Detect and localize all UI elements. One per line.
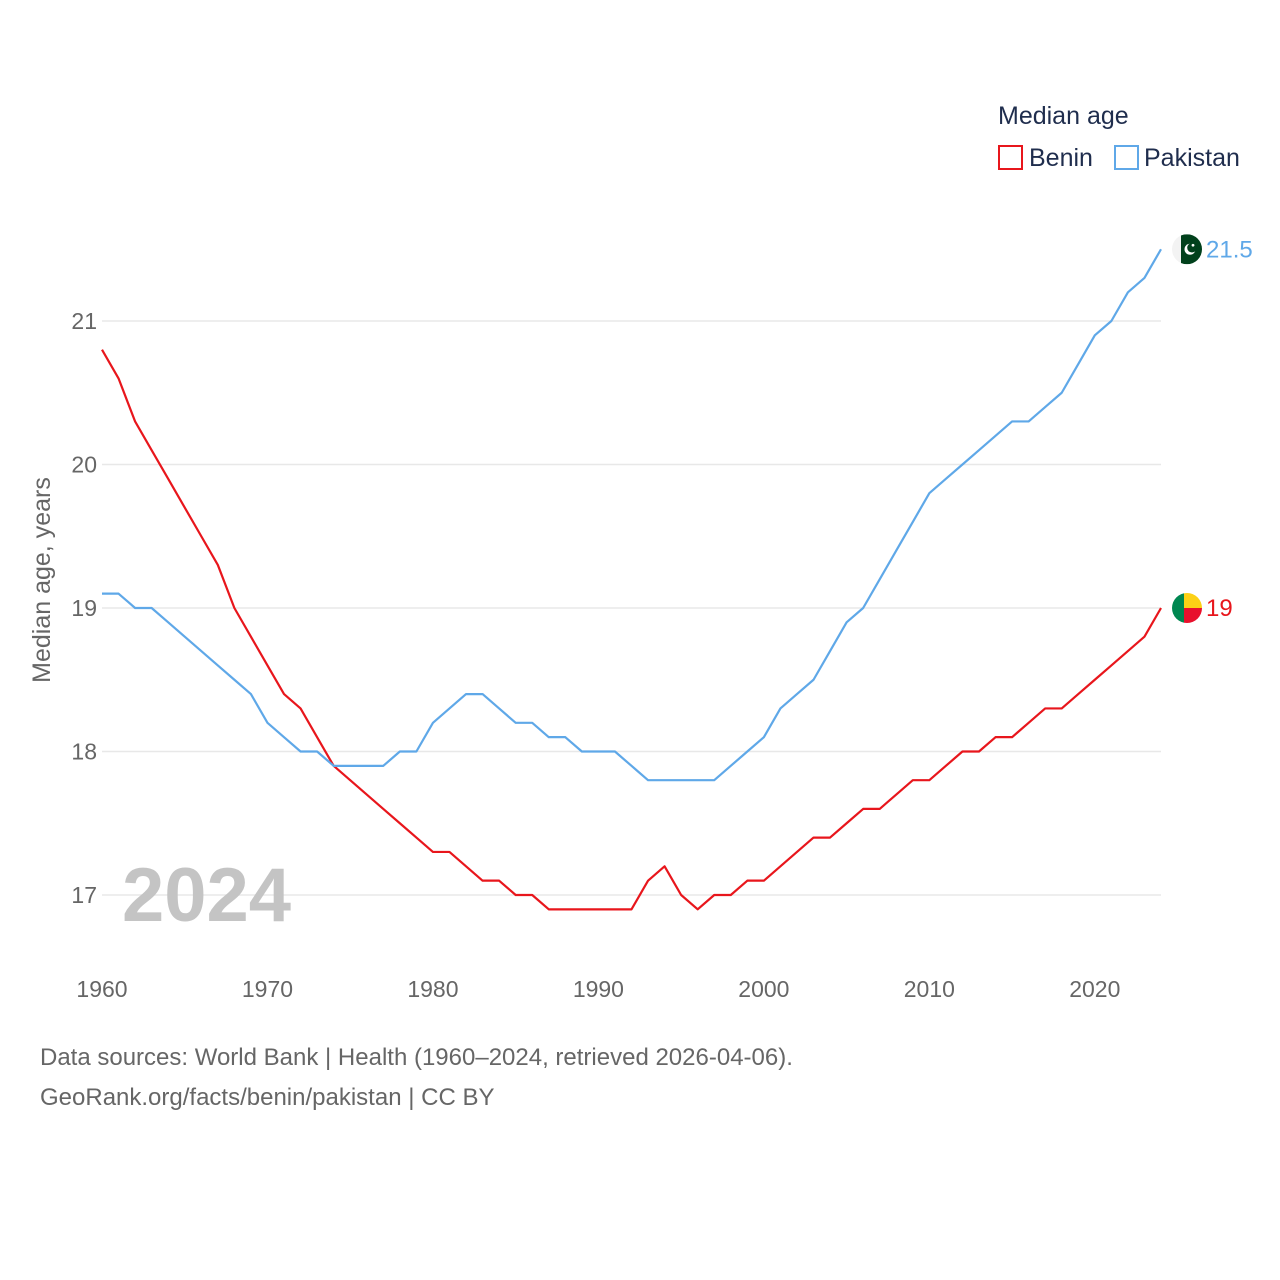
- legend: Median age Benin Pakistan: [998, 102, 1240, 172]
- y-tick-label: 17: [71, 882, 97, 908]
- legend-title: Median age: [998, 102, 1129, 130]
- data-sources-note: Data sources: World Bank | Health (1960–…: [40, 1044, 793, 1071]
- y-tick-label: 20: [71, 452, 97, 478]
- year-watermark: 2024: [122, 853, 291, 938]
- x-tick-label: 1990: [573, 976, 624, 1002]
- y-axis-ticks: 17 18 19 20 21: [71, 308, 97, 908]
- x-tick-label: 1970: [242, 976, 293, 1002]
- attribution-link[interactable]: GeoRank.org/facts/benin/pakistan | CC BY: [40, 1084, 495, 1111]
- end-label-benin: 19: [1206, 595, 1233, 622]
- series-line-pakistan[interactable]: [102, 248, 1162, 782]
- x-axis-ticks: 1960 1970 1980 1990 2000 2010 2020: [76, 976, 1120, 1002]
- legend-swatch-pakistan[interactable]: [1114, 145, 1139, 170]
- legend-swatch-benin[interactable]: [998, 145, 1023, 170]
- x-tick-label: 2000: [738, 976, 789, 1002]
- y-tick-label: 18: [71, 739, 97, 765]
- flag-pakistan-icon: [1172, 234, 1202, 265]
- series-end-markers: 19 21.5: [1172, 234, 1253, 623]
- x-tick-label: 1980: [407, 976, 458, 1002]
- series-line-benin[interactable]: [101, 349, 1162, 911]
- end-label-pakistan: 21.5: [1206, 236, 1253, 263]
- x-tick-label: 2010: [904, 976, 955, 1002]
- series-lines: [101, 248, 1162, 911]
- y-tick-label: 19: [71, 595, 97, 621]
- x-tick-label: 1960: [76, 976, 127, 1002]
- legend-label-benin[interactable]: Benin: [1029, 144, 1093, 172]
- grid-lines: [102, 320, 1161, 896]
- y-tick-label: 21: [71, 308, 97, 334]
- flag-benin-icon: [1172, 593, 1202, 623]
- legend-label-pakistan[interactable]: Pakistan: [1144, 144, 1240, 172]
- x-tick-label: 2020: [1069, 976, 1120, 1002]
- y-axis-label: Median age, years: [28, 477, 56, 683]
